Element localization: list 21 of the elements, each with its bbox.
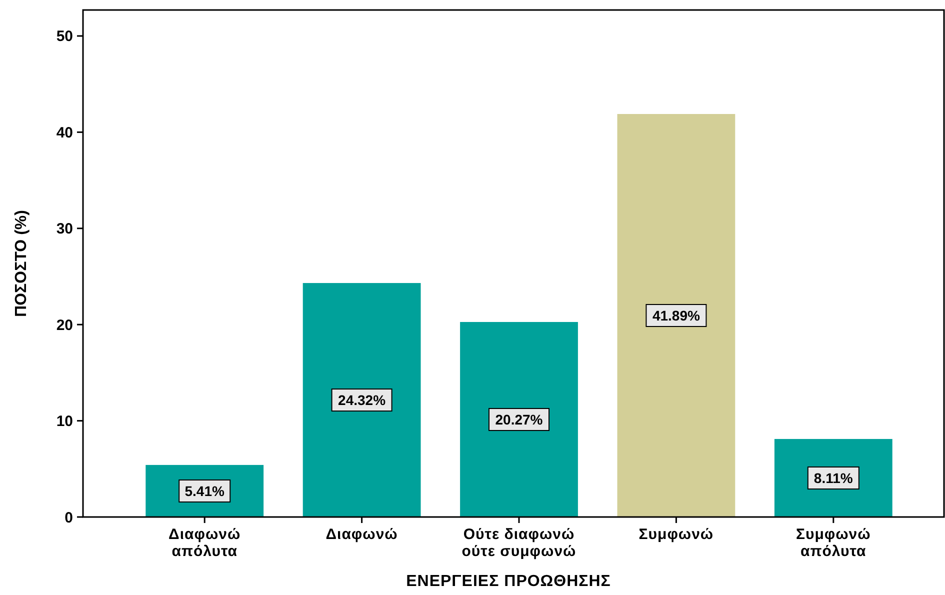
y-tick-label: 20 [56,316,73,334]
x-tick-label: Συμφωνώ [638,526,714,543]
y-tick-label: 10 [56,413,73,430]
x-tick-label: Διαφωνώ απόλυτα [168,526,241,560]
data-label: 20.27% [495,411,544,428]
bar [302,283,421,517]
x-tick-label: Συμφωνώ απόλυτα [796,526,871,560]
y-tick-label: 0 [64,509,73,526]
x-tick-label: Διαφωνώ [326,526,398,543]
data-label: 8.11% [814,470,854,486]
data-label: 5.41% [184,482,225,499]
data-label: 41.89% [652,307,700,324]
y-tick-label: 50 [56,28,73,46]
y-tick-label: 30 [56,220,73,238]
y-axis-title: ΠΟΣΟΣΤΟ (%) [13,210,30,317]
data-label: 24.32% [338,392,386,408]
x-axis-title: ΕΝΕΡΓΕΙΕΣ ΠΡΟΩΘΗΣΗΣ [406,573,611,590]
y-tick-label: 40 [56,124,73,142]
x-tick-label: Ούτε διαφωνώ ούτε συμφωνώ [462,526,576,560]
bar [617,114,736,517]
bar [460,322,578,517]
